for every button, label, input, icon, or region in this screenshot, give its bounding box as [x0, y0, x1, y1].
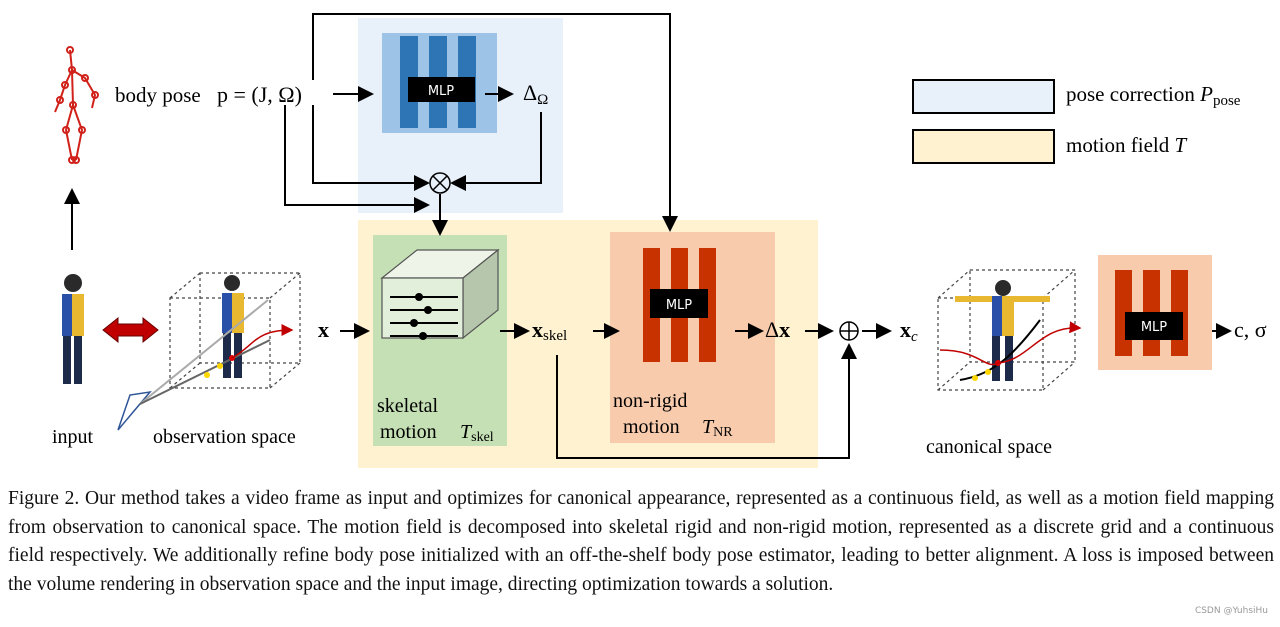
- input-label: input: [52, 426, 94, 448]
- skeletal-label: skeletal: [377, 395, 439, 417]
- observation-space-cube: [169, 272, 301, 389]
- pose-mlp-label: MLP: [428, 84, 454, 99]
- body-pose-label: body pose: [115, 83, 201, 107]
- canonical-space-label: canonical space: [926, 436, 1052, 458]
- pose-mlp-label-box: [408, 77, 475, 102]
- output-label: c, σ: [1234, 317, 1267, 342]
- observation-space-label: observation space: [153, 426, 296, 448]
- watermark: CSDN @YuhsiHu: [1194, 606, 1268, 616]
- pose-formula: p = (J, Ω): [217, 82, 302, 107]
- skeletal-motion-label: motion: [380, 421, 437, 443]
- nonrigid-mlp-label: MLP: [666, 298, 692, 313]
- legend-swatch-motion: [912, 129, 1055, 164]
- input-person-image: [62, 274, 84, 384]
- multiply-operator-icon: [429, 172, 451, 194]
- bidirectional-arrow-icon: [102, 316, 159, 344]
- skeleton-pose-icon: [54, 46, 99, 164]
- method-diagram: MLP skeletal motion Tskel MLP non-rigid …: [52, 13, 1267, 468]
- t-skel-symbol: Tskel: [460, 421, 494, 445]
- canonical-space-cube: [937, 269, 1076, 391]
- delta-x-label: Δx: [765, 317, 790, 342]
- nonrigid-label: non-rigid: [613, 390, 687, 412]
- legend-pose-correction: pose correction Ppose: [1066, 82, 1241, 109]
- x-c-label: xc: [900, 317, 918, 345]
- nonrigid-motion-box: [610, 232, 775, 443]
- grid-cube-icon: [380, 248, 500, 340]
- camera-icon: [117, 390, 152, 431]
- legend-swatch-pose: [912, 79, 1055, 114]
- figure-caption: Figure 2. Our method takes a video frame…: [8, 488, 1274, 595]
- legend-motion-field: motion field T: [1066, 133, 1188, 157]
- nonrigid-motion-label: motion: [623, 416, 680, 438]
- x-label: x: [318, 317, 329, 342]
- canonical-person-image: [955, 280, 1050, 381]
- canonical-mlp-label: MLP: [1141, 320, 1167, 335]
